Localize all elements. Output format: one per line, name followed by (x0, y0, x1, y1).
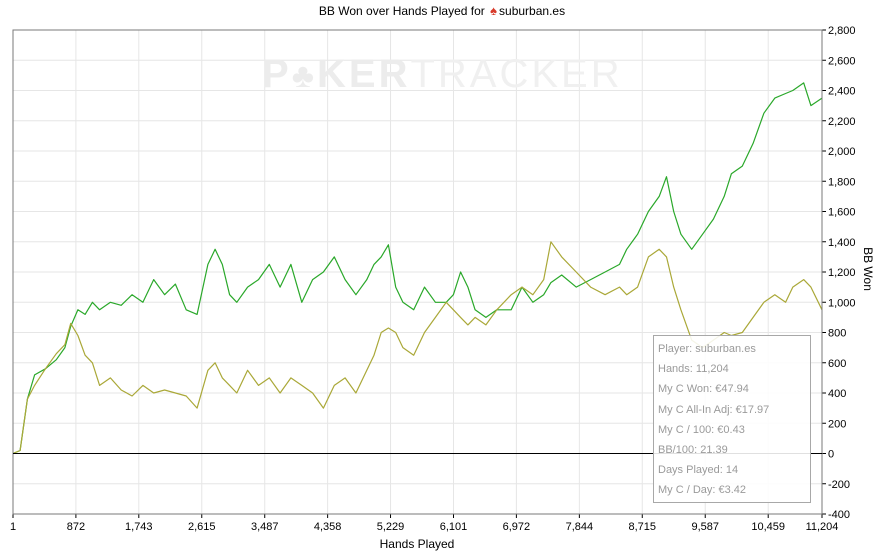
y-tick-label: 200 (828, 418, 846, 430)
x-tick-label: 11,204 (806, 521, 839, 533)
y-tick-label: 1,200 (828, 267, 856, 279)
chart-title-player: suburban.es (499, 4, 566, 18)
x-tick-label: 6,101 (440, 521, 468, 533)
x-tick-label: 6,972 (503, 521, 531, 533)
chart-title: BB Won over Hands Played for ♠ suburban.e… (0, 3, 884, 19)
y-tick-label: 1,400 (828, 237, 856, 249)
y-tick-label: 400 (828, 388, 846, 400)
y-tick-label: 0 (828, 449, 834, 461)
y-tick-label: -400 (828, 509, 850, 521)
plot-frame (12, 29, 823, 515)
stat-row: Player: suburban.es (658, 343, 756, 355)
stat-row: My C All-In Adj: €17.97 (658, 403, 770, 416)
stat-row: My C / 100: €0.43 (658, 423, 745, 436)
x-tick-label: 8,715 (628, 521, 656, 533)
stat-row: My C Won: €47.94 (658, 383, 749, 396)
x-tick-label: 872 (67, 521, 85, 533)
series-line-all_in_adj (12, 241, 823, 455)
y-tick-label: 1,600 (828, 207, 856, 219)
pokertracker-watermark: P♣KERTRACKER (262, 52, 623, 96)
x-tick-label: 7,844 (566, 521, 594, 533)
series-lines (12, 82, 823, 455)
y-axis-title: BB Won (861, 247, 875, 291)
y-tick-label: 2,200 (828, 116, 856, 128)
x-tick-label: 1,743 (125, 521, 153, 533)
y-tick-label: 2,600 (828, 55, 856, 67)
y-tick-label: 2,000 (828, 146, 856, 158)
x-tick-label: 3,487 (251, 521, 279, 533)
x-axis-title: Hands Played (379, 537, 455, 551)
y-tick-label: 2,800 (828, 25, 856, 37)
y-tick-label: 1,000 (828, 297, 856, 309)
x-tick-label: 1 (10, 521, 16, 533)
x-tick-label: 10,459 (751, 521, 785, 533)
stats-box: Player: suburban.es Hands: 11,204 My C Won… (653, 335, 811, 503)
stat-row: Hands: 11,204 (658, 363, 729, 376)
y-tick-label: 1,800 (828, 176, 856, 188)
x-tick-label: 4,358 (314, 521, 342, 533)
chart-title-text: BB Won over Hands Played for (318, 4, 485, 18)
spade-icon: ♠ (490, 3, 498, 18)
y-tick-label: -200 (828, 479, 850, 491)
x-tick-labels: 1 872 1,743 2,615 3,487 4,358 5,229 6,101 6,972 7… (10, 521, 838, 533)
series-line-bb_won (12, 82, 823, 455)
y-tick-label: 2,400 (828, 86, 856, 98)
x-tick-label: 2,615 (188, 521, 216, 533)
y-tick-label: 800 (828, 328, 846, 340)
x-tick-label: 5,229 (377, 521, 405, 533)
stat-row: BB/100: 21.39 (658, 443, 728, 456)
stat-row: Days Played: 14 (658, 464, 739, 477)
x-tick-label: 9,587 (691, 521, 719, 533)
y-tick-labels: -400 -200 0 200 400 600 800 1,000 1,200 1,400 1,60… (828, 25, 856, 521)
y-tick-label: 600 (828, 358, 846, 370)
stat-row: My C / Day: €3.42 (658, 484, 747, 497)
